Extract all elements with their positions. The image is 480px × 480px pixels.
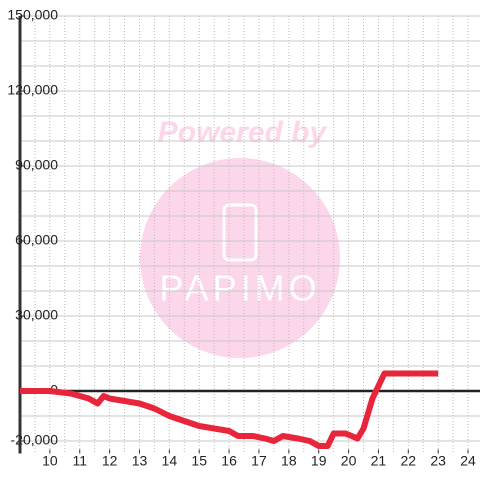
x-tick-label: 18 bbox=[281, 453, 297, 469]
y-tick-label: 30,000 bbox=[15, 307, 58, 323]
x-tick-label: 23 bbox=[430, 453, 446, 469]
x-tick-label: 11 bbox=[72, 453, 87, 469]
x-tick-label: 17 bbox=[251, 453, 267, 469]
y-tick-label: -20,000 bbox=[11, 432, 59, 448]
x-tick-label: 14 bbox=[162, 453, 178, 469]
x-tick-label: 12 bbox=[102, 453, 118, 469]
y-tick-label: 90,000 bbox=[15, 157, 58, 173]
watermark-circle bbox=[140, 158, 340, 358]
x-tick-label: 21 bbox=[371, 453, 387, 469]
y-tick-label: 150,000 bbox=[7, 7, 58, 23]
watermark-text: Powered by bbox=[158, 116, 328, 149]
y-tick-label: 60,000 bbox=[15, 232, 58, 248]
x-tick-label: 22 bbox=[401, 453, 417, 469]
x-tick-label: 19 bbox=[311, 453, 327, 469]
watermark-phone bbox=[222, 203, 258, 262]
series-line bbox=[20, 370, 439, 449]
x-tick-label: 24 bbox=[460, 453, 476, 469]
x-tick-label: 10 bbox=[42, 453, 58, 469]
x-tick-label: 16 bbox=[221, 453, 237, 469]
x-tick-label: 20 bbox=[341, 453, 357, 469]
watermark: Powered by PAPIMO bbox=[140, 116, 340, 358]
x-tick-label: 15 bbox=[191, 453, 207, 469]
watermark-logo: PAPIMO bbox=[159, 268, 320, 309]
y-tick-label: 120,000 bbox=[7, 82, 58, 98]
x-tick-label: 13 bbox=[132, 453, 148, 469]
